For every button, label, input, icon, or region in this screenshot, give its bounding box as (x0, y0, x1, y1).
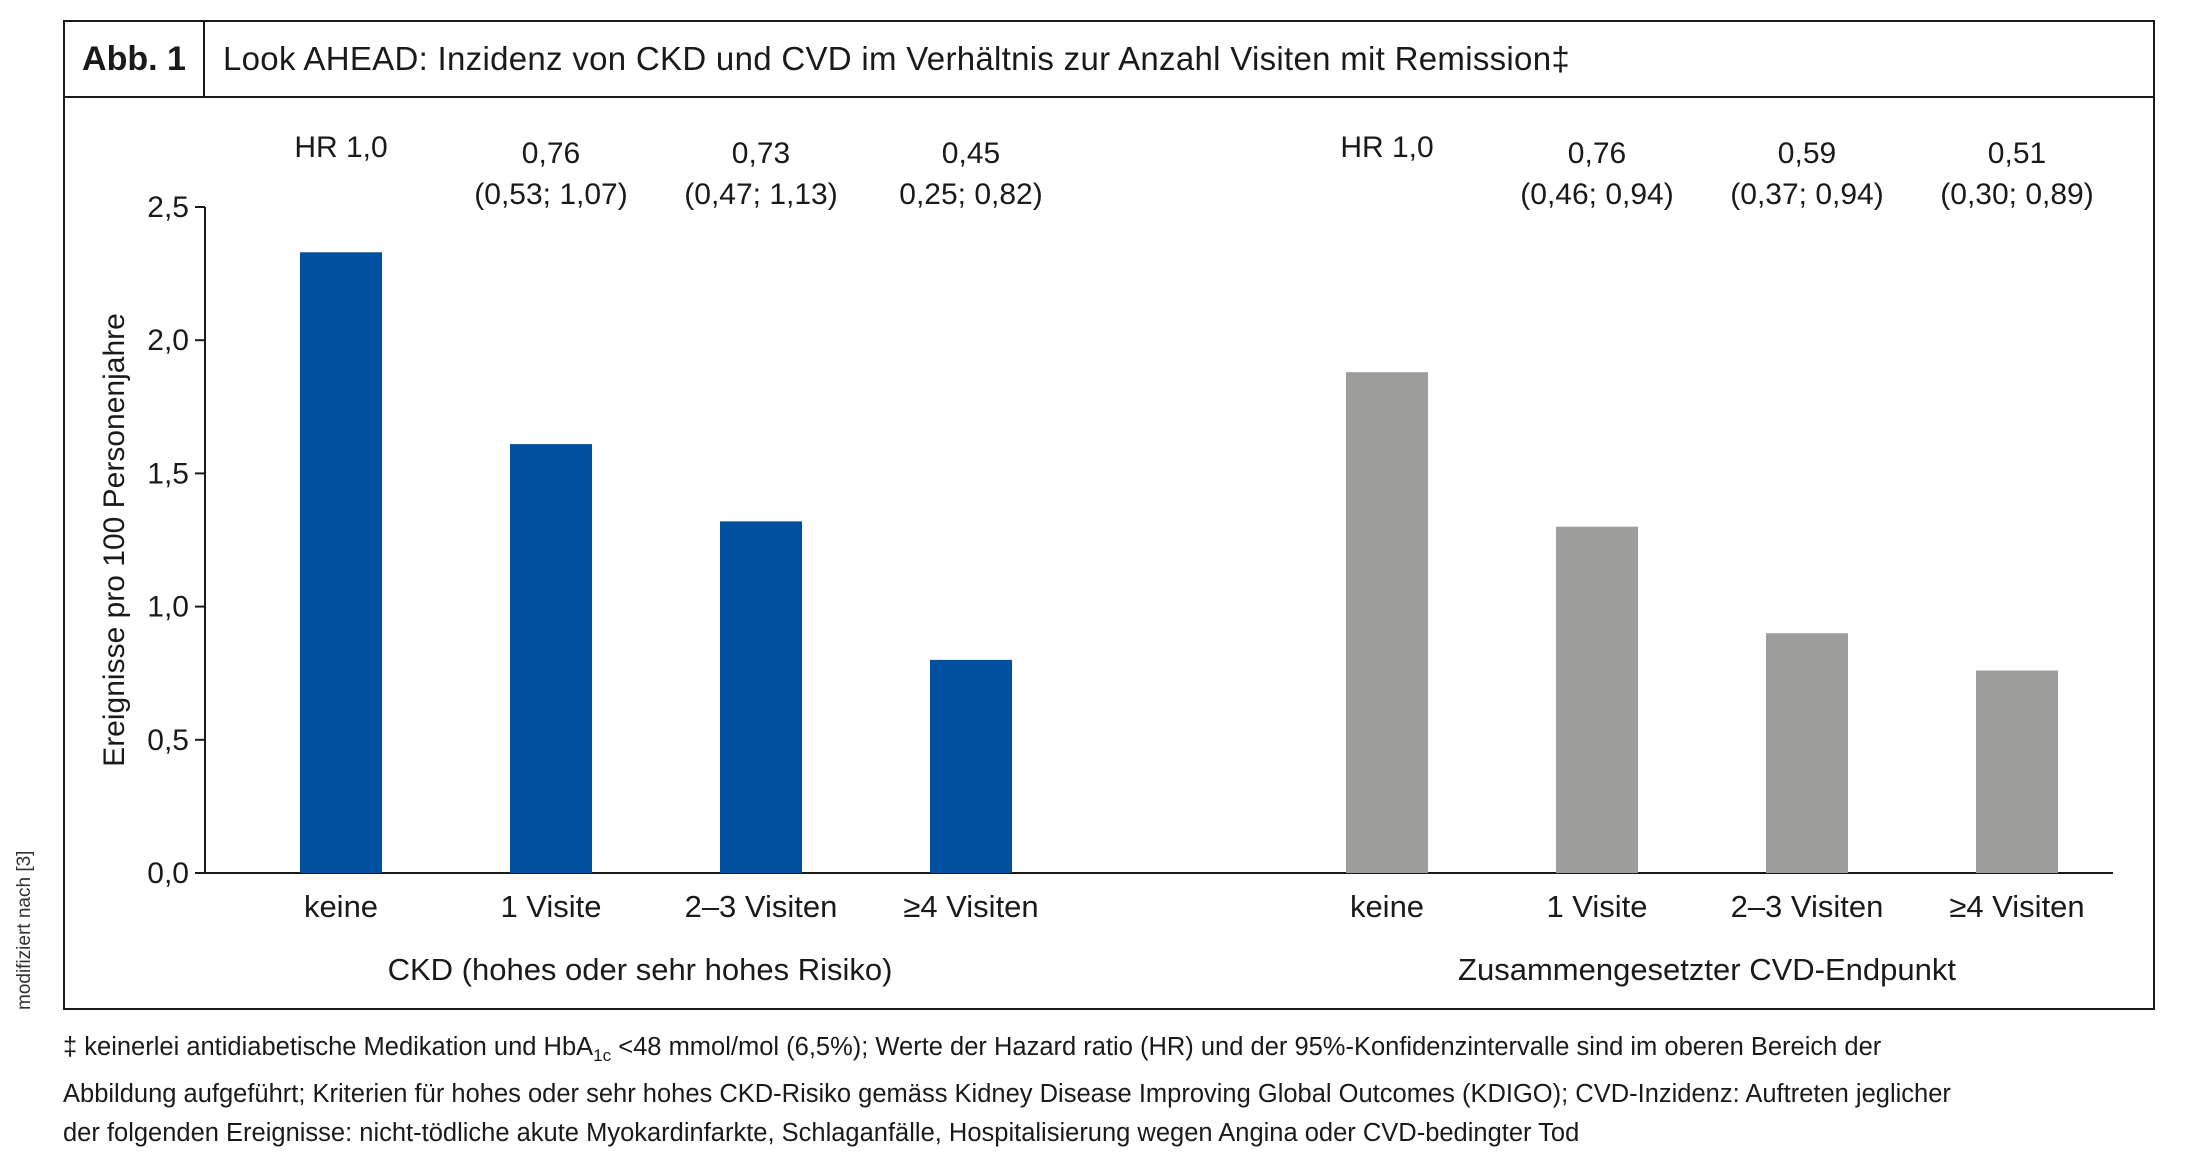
group-label: Zusammengesetzter CVD-Endpunkt (1458, 952, 1956, 987)
bar (1976, 670, 2058, 873)
group-label: CKD (hohes oder sehr hohes Risiko) (388, 952, 893, 987)
hr-ci-label: (0,30; 0,89) (1940, 178, 2093, 211)
hr-value-label: 0,59 (1778, 137, 1836, 170)
source-note: modifiziert nach [3] (14, 850, 35, 1010)
y-tick-label: 0,0 (147, 857, 189, 890)
footnote: ‡ keinerlei antidiabetische Medikation u… (63, 1028, 2155, 1153)
y-tick-label: 0,5 (147, 724, 189, 757)
hr-value-label: 0,45 (942, 137, 1000, 170)
bar (510, 444, 592, 873)
y-tick-label: 1,0 (147, 591, 189, 624)
figure-frame: Abb. 1 Look AHEAD: Inzidenz von CKD und … (63, 20, 2155, 1010)
hr-value-label: 0,76 (522, 137, 580, 170)
hr-ci-label: (0,53; 1,07) (474, 178, 627, 211)
hr-ci-label: (0,37; 0,94) (1730, 178, 1883, 211)
bar (1766, 633, 1848, 873)
hr-label: HR 1,0 (1340, 131, 1433, 164)
y-axis-title: Ereignisse pro 100 Personenjahre (98, 313, 131, 767)
figure-label: Abb. 1 (65, 22, 205, 96)
x-tick-label: keine (1350, 889, 1424, 924)
bar (930, 659, 1012, 873)
hr-ci-label: 0,25; 0,82) (899, 178, 1042, 211)
hr-label: HR 1,0 (294, 131, 387, 164)
bar (1346, 372, 1428, 873)
x-tick-label: 1 Visite (1546, 889, 1647, 924)
y-tick-label: 1,5 (147, 457, 189, 490)
y-tick-label: 2,0 (147, 324, 189, 357)
figure-title-bar: Abb. 1 Look AHEAD: Inzidenz von CKD und … (65, 22, 2153, 98)
hr-ci-label: (0,46; 0,94) (1520, 178, 1673, 211)
footnote-line-1-rest: <48 mmol/mol (6,5%); Werte der Hazard ra… (611, 1033, 1882, 1061)
x-tick-label: keine (304, 889, 378, 924)
bar (1556, 526, 1638, 873)
x-tick-label: ≥4 Visiten (1949, 889, 2084, 924)
x-tick-label: 2–3 Visiten (1731, 889, 1884, 924)
hr-ci-label: (0,47; 1,13) (684, 178, 837, 211)
x-tick-label: 1 Visite (500, 889, 601, 924)
bar (720, 521, 802, 873)
footnote-prefix: ‡ keinerlei antidiabetische Medikation u… (63, 1033, 594, 1061)
footnote-line-1: ‡ keinerlei antidiabetische Medikation u… (63, 1028, 2155, 1075)
footnote-subscript: 1c (593, 1046, 612, 1066)
bar (300, 252, 382, 874)
x-tick-label: ≥4 Visiten (903, 889, 1038, 924)
x-tick-label: 2–3 Visiten (685, 889, 838, 924)
bar-chart: 0,0 0,5 1,0 1,5 2,0 2,5 Ereignisse pro 100 Per… (98, 131, 2113, 987)
footnote-line-3: der folgenden Ereignisse: nicht-tödliche… (63, 1119, 1580, 1148)
hr-value-label: 0,76 (1568, 137, 1626, 170)
figure-title: Look AHEAD: Inzidenz von CKD und CVD im … (223, 40, 1571, 77)
footnote-line-2: Abbildung aufgeführt; Kriterien für hohe… (63, 1080, 1951, 1109)
y-tick-label: 2,5 (147, 191, 189, 224)
hr-value-label: 0,73 (732, 137, 790, 170)
hr-value-label: 0,51 (1988, 137, 2046, 170)
